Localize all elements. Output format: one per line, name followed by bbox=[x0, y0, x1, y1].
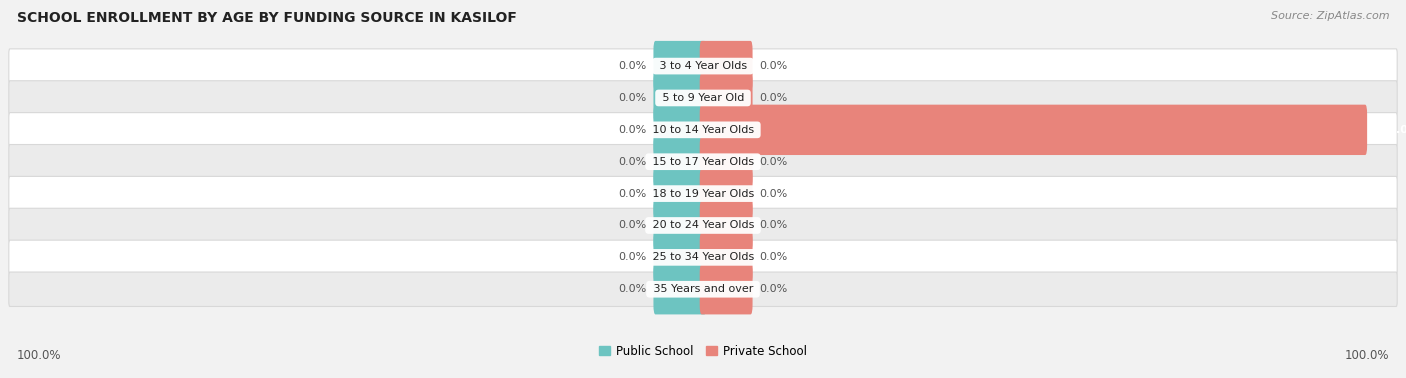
Text: 100.0%: 100.0% bbox=[17, 349, 62, 362]
Text: 0.0%: 0.0% bbox=[759, 157, 787, 167]
FancyBboxPatch shape bbox=[700, 264, 752, 314]
Text: 0.0%: 0.0% bbox=[619, 189, 647, 198]
Text: 0.0%: 0.0% bbox=[619, 220, 647, 231]
Text: 5 to 9 Year Old: 5 to 9 Year Old bbox=[658, 93, 748, 103]
Text: 0.0%: 0.0% bbox=[619, 61, 647, 71]
Text: 10 to 14 Year Olds: 10 to 14 Year Olds bbox=[648, 125, 758, 135]
FancyBboxPatch shape bbox=[654, 41, 706, 91]
FancyBboxPatch shape bbox=[700, 105, 1367, 155]
Text: 15 to 17 Year Olds: 15 to 17 Year Olds bbox=[648, 157, 758, 167]
FancyBboxPatch shape bbox=[8, 177, 1398, 211]
Text: 35 Years and over: 35 Years and over bbox=[650, 284, 756, 294]
FancyBboxPatch shape bbox=[8, 49, 1398, 83]
Text: 0.0%: 0.0% bbox=[759, 220, 787, 231]
FancyBboxPatch shape bbox=[700, 200, 752, 251]
FancyBboxPatch shape bbox=[654, 136, 706, 187]
Text: 0.0%: 0.0% bbox=[619, 157, 647, 167]
FancyBboxPatch shape bbox=[654, 105, 706, 155]
Legend: Public School, Private School: Public School, Private School bbox=[593, 340, 813, 362]
FancyBboxPatch shape bbox=[654, 200, 706, 251]
FancyBboxPatch shape bbox=[700, 73, 752, 123]
FancyBboxPatch shape bbox=[700, 169, 752, 219]
Text: 0.0%: 0.0% bbox=[759, 189, 787, 198]
Text: 18 to 19 Year Olds: 18 to 19 Year Olds bbox=[648, 189, 758, 198]
Text: 0.0%: 0.0% bbox=[759, 93, 787, 103]
Text: 0.0%: 0.0% bbox=[619, 253, 647, 262]
FancyBboxPatch shape bbox=[8, 208, 1398, 243]
Text: 0.0%: 0.0% bbox=[759, 253, 787, 262]
Text: 100.0%: 100.0% bbox=[1374, 125, 1406, 135]
FancyBboxPatch shape bbox=[8, 81, 1398, 115]
FancyBboxPatch shape bbox=[700, 41, 752, 91]
FancyBboxPatch shape bbox=[8, 272, 1398, 307]
FancyBboxPatch shape bbox=[654, 73, 706, 123]
Text: 0.0%: 0.0% bbox=[619, 284, 647, 294]
FancyBboxPatch shape bbox=[654, 264, 706, 314]
Text: SCHOOL ENROLLMENT BY AGE BY FUNDING SOURCE IN KASILOF: SCHOOL ENROLLMENT BY AGE BY FUNDING SOUR… bbox=[17, 11, 517, 25]
Text: 0.0%: 0.0% bbox=[759, 284, 787, 294]
Text: 25 to 34 Year Olds: 25 to 34 Year Olds bbox=[648, 253, 758, 262]
Text: 0.0%: 0.0% bbox=[759, 61, 787, 71]
FancyBboxPatch shape bbox=[8, 240, 1398, 274]
FancyBboxPatch shape bbox=[8, 113, 1398, 147]
FancyBboxPatch shape bbox=[654, 169, 706, 219]
FancyBboxPatch shape bbox=[8, 144, 1398, 179]
Text: 0.0%: 0.0% bbox=[619, 125, 647, 135]
Text: 100.0%: 100.0% bbox=[1344, 349, 1389, 362]
Text: Source: ZipAtlas.com: Source: ZipAtlas.com bbox=[1271, 11, 1389, 21]
FancyBboxPatch shape bbox=[654, 232, 706, 282]
FancyBboxPatch shape bbox=[700, 232, 752, 282]
Text: 20 to 24 Year Olds: 20 to 24 Year Olds bbox=[648, 220, 758, 231]
Text: 0.0%: 0.0% bbox=[619, 93, 647, 103]
Text: 3 to 4 Year Olds: 3 to 4 Year Olds bbox=[655, 61, 751, 71]
FancyBboxPatch shape bbox=[700, 136, 752, 187]
